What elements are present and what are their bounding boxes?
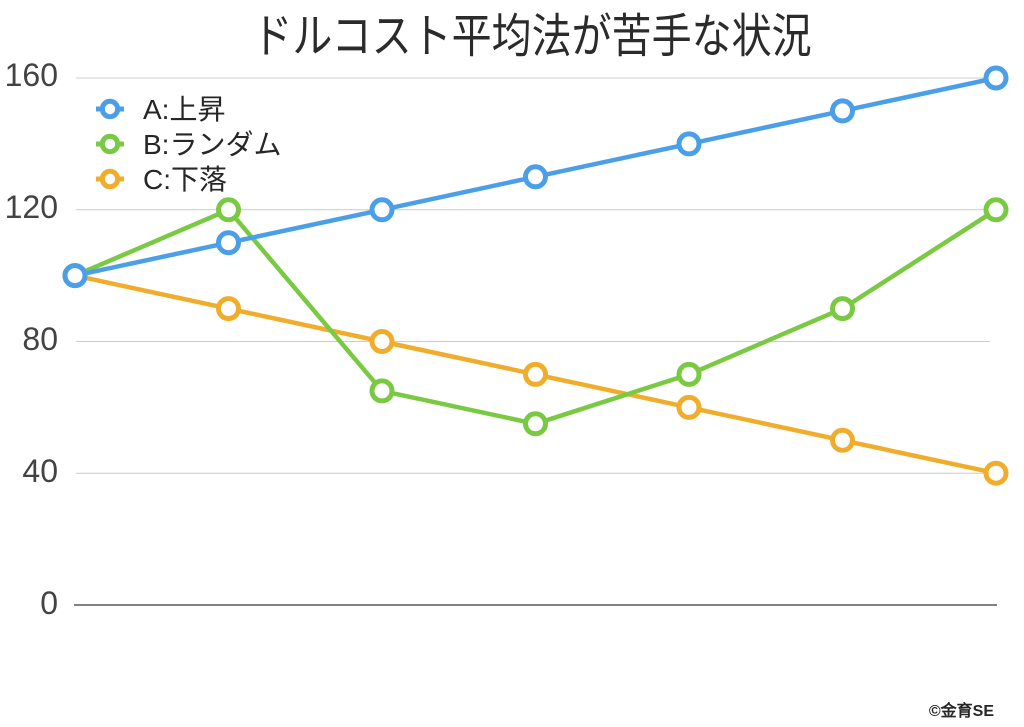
svg-text:120: 120 <box>5 189 58 225</box>
svg-text:80: 80 <box>22 321 58 357</box>
svg-text:160: 160 <box>5 57 58 93</box>
svg-text:A:上昇: A:上昇 <box>143 94 225 125</box>
svg-text:0: 0 <box>40 585 58 621</box>
svg-text:40: 40 <box>22 453 58 489</box>
svg-text:C:下落: C:下落 <box>143 164 227 195</box>
svg-text:B:ランダム: B:ランダム <box>143 129 281 160</box>
